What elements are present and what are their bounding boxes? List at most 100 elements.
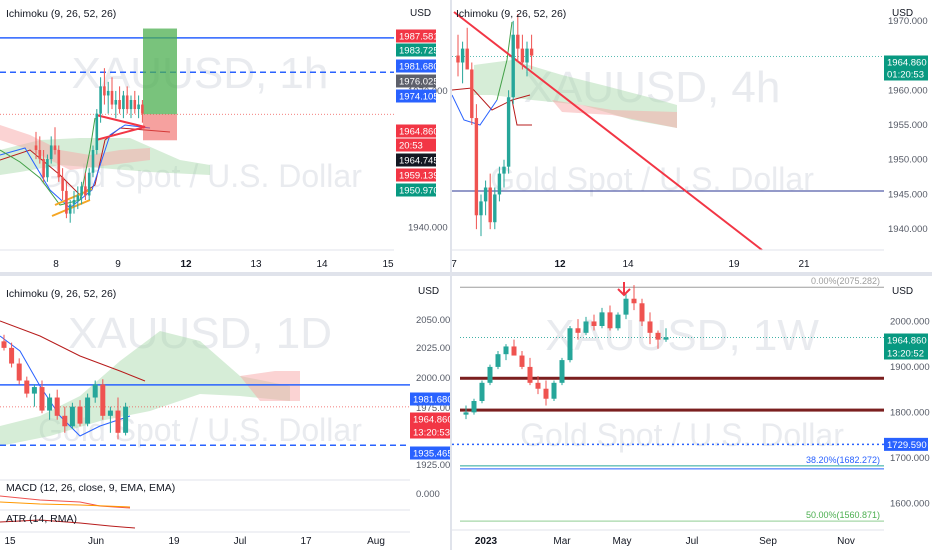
x-tick-label: Jul	[686, 536, 699, 547]
price-axis	[884, 0, 932, 272]
y-tick-label: 1955.000	[888, 120, 928, 131]
candle-body	[551, 382, 557, 399]
y-tick-label: 2025.000	[416, 343, 450, 354]
chart-pane-4h[interactable]: XAUUSD, 4h Gold Spot / U.S. Dollar USD 1970…	[452, 0, 932, 272]
price-tag-label: 1964.860	[887, 336, 927, 347]
atr-label[interactable]: ATR (14, RMA)	[6, 513, 77, 525]
candle-body	[129, 100, 133, 110]
x-tick-label: Jun	[88, 536, 104, 547]
candle-body	[519, 355, 525, 367]
pane-divider-horizontal[interactable]	[0, 272, 932, 276]
kumo-cloud	[0, 125, 150, 170]
price-axis	[884, 276, 932, 550]
candle-body	[535, 382, 541, 389]
candle-body	[497, 173, 502, 195]
y-tick-label: 1900.000	[890, 362, 930, 373]
price-tag-label: 1981.680	[413, 395, 450, 406]
x-tick-label: Aug	[367, 536, 385, 547]
x-tick-label: 8	[53, 259, 59, 270]
candle-body	[591, 321, 597, 326]
y-tick-label: 1925.000	[416, 460, 450, 471]
y-tick-label: 1960.000	[888, 85, 928, 96]
price-tag-label: 20:53	[399, 141, 423, 152]
price-tag	[410, 392, 450, 406]
candle-body	[42, 159, 45, 178]
price-tag-label: 1987.581	[399, 32, 439, 43]
candle-body	[631, 298, 637, 304]
triangle-pattern	[95, 114, 146, 141]
candle-body	[647, 321, 653, 333]
candle-body	[567, 328, 573, 361]
chikou-line	[0, 117, 96, 206]
chart-pane-1w[interactable]: XAUUSD, 1W Gold Spot / U.S. Dollar 0.00%(2…	[452, 276, 932, 550]
candle-body	[99, 86, 102, 114]
candle-body	[559, 360, 565, 383]
x-tick-label: 12	[180, 259, 192, 270]
candle-body	[9, 347, 15, 364]
y-tick-label: 2000.000	[890, 316, 930, 327]
candle-body	[65, 190, 68, 214]
tenkan-line	[452, 94, 498, 126]
x-tick-label: 15	[382, 259, 394, 270]
price-tag-label: 1981.680	[399, 62, 439, 73]
indicator-label[interactable]: Ichimoku (9, 26, 52, 26)	[6, 288, 117, 300]
candle-body	[575, 328, 581, 333]
fib-label: 38.20%(1682.272)	[806, 455, 880, 465]
x-tick-label: 13	[250, 259, 262, 270]
tenkan-line	[0, 124, 151, 209]
candle-body	[456, 55, 460, 63]
y-tick-label: 1950.000	[888, 155, 928, 166]
candle-body	[69, 406, 75, 427]
candle-body	[488, 187, 492, 223]
candle-body	[655, 332, 661, 340]
price-tag-label: 1974.105	[399, 92, 439, 103]
y-tick-label: 2050.000	[416, 315, 450, 326]
candle-body	[91, 150, 95, 173]
candle-body	[39, 387, 45, 411]
x-tick-label: May	[613, 536, 632, 547]
candle-body	[46, 159, 49, 178]
support-band	[460, 376, 884, 380]
macd-label[interactable]: MACD (12, 26, close, 9, EMA, EMA)	[6, 482, 176, 494]
indicator-label[interactable]: Ichimoku (9, 26, 52, 26)	[456, 8, 567, 20]
candle-body	[100, 384, 106, 416]
candle-body	[31, 387, 37, 394]
indicator-label[interactable]: Ichimoku (9, 26, 52, 26)	[6, 8, 117, 20]
price-tag	[884, 67, 928, 81]
candle-body	[92, 384, 98, 398]
price-tag	[396, 153, 436, 167]
y-tick-label: 1970.000	[888, 16, 928, 27]
currency-label: USD	[418, 286, 439, 297]
candle-body	[54, 397, 60, 416]
candle-body	[76, 195, 80, 200]
price-tag-label: 1729.590	[887, 440, 927, 451]
x-tick-label: Jul	[234, 536, 247, 547]
candle-body	[503, 346, 509, 355]
chart-svg-1w[interactable]: XAUUSD, 1W Gold Spot / U.S. Dollar 0.00%(2…	[452, 276, 932, 550]
candle-body	[663, 337, 669, 340]
candle-body	[47, 397, 53, 411]
kijun-line	[452, 87, 531, 111]
candle-body	[123, 406, 129, 433]
price-tag	[396, 124, 436, 138]
candle-body	[110, 90, 114, 105]
y-tick-label: 0.000	[416, 489, 440, 500]
x-tick-label: 19	[168, 536, 180, 547]
price-tag-label: 1950.970	[399, 186, 439, 197]
price-tag	[884, 437, 928, 451]
price-tag	[396, 59, 436, 73]
price-tag	[396, 138, 436, 152]
candle-body	[77, 406, 83, 424]
y-tick-label: 2000.000	[416, 373, 450, 384]
candle-body	[527, 366, 533, 383]
y-tick-label: 1700.000	[890, 453, 930, 464]
candle-body	[57, 150, 61, 178]
price-tag-label: 1976.025	[399, 77, 439, 88]
y-tick-label: 1800.000	[890, 407, 930, 418]
chart-pane-1d[interactable]: XAUUSD, 1D Gold Spot / U.S. Dollar USD 2050…	[0, 276, 450, 550]
fib-label: 50.00%(1560.871)	[806, 510, 880, 520]
